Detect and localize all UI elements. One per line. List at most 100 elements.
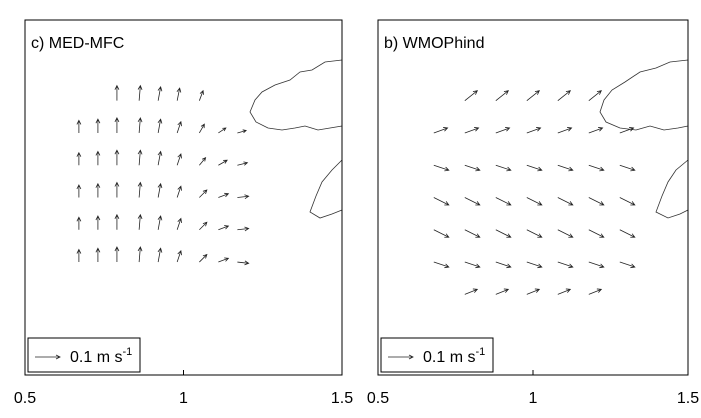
velocity-arrow — [495, 229, 512, 238]
velocity-arrow — [95, 182, 101, 198]
velocity-arrow — [95, 247, 101, 263]
velocity-arrow — [557, 261, 574, 269]
velocity-arrow — [114, 213, 120, 230]
velocity-arrow — [464, 90, 478, 101]
velocity-arrow — [114, 84, 120, 101]
velocity-arrow — [114, 117, 120, 133]
coastline — [249, 59, 343, 131]
velocity-arrow — [176, 185, 182, 198]
key-label-sup: -1 — [475, 346, 485, 358]
velocity-arrow — [433, 261, 450, 269]
velocity-arrow — [95, 118, 101, 133]
velocity-arrow — [464, 261, 481, 269]
velocity-arrow — [137, 117, 143, 133]
velocity-arrow — [557, 164, 574, 172]
coastline — [309, 159, 343, 219]
velocity-arrow — [588, 197, 605, 206]
coastline — [599, 59, 689, 131]
velocity-arrow — [157, 182, 163, 198]
velocity-arrow — [433, 127, 449, 134]
velocity-arrow — [114, 246, 120, 263]
velocity-arrow — [76, 119, 82, 133]
x-tick-label: 1.5 — [331, 390, 353, 407]
velocity-arrow — [495, 197, 512, 206]
key-arrow — [388, 354, 414, 360]
velocity-arrow — [619, 164, 636, 172]
velocity-arrow — [114, 149, 120, 166]
velocity-arrow — [464, 229, 481, 238]
key-arrow — [35, 354, 61, 360]
velocity-arrow — [237, 194, 250, 199]
panel: b) WMOPhind 0.5 1 1.5 0.1 m s-1 — [367, 19, 699, 407]
velocity-arrow — [464, 127, 480, 134]
panel: c) MED-MFC 0.5 1 1.5 0.1 m s-1 — [14, 19, 353, 407]
x-tick-label: 0.5 — [367, 390, 389, 407]
velocity-arrow — [157, 118, 163, 134]
velocity-arrow — [237, 129, 247, 134]
velocity-arrow — [588, 261, 605, 269]
velocity-arrow — [218, 159, 228, 166]
velocity-arrow — [557, 90, 571, 101]
x-tick-label: 1 — [529, 390, 538, 407]
velocity-arrow — [198, 89, 204, 101]
velocity-arrow — [76, 216, 82, 230]
key-label-sup: -1 — [122, 346, 132, 358]
velocity-arrow — [495, 127, 511, 134]
velocity-arrow — [199, 123, 205, 134]
velocity-arrow — [176, 153, 182, 166]
velocity-arrow — [464, 288, 479, 295]
velocity-arrow — [137, 181, 143, 198]
velocity-arrow — [176, 217, 182, 230]
velocity-arrow — [137, 246, 143, 263]
velocity-arrow — [95, 215, 101, 230]
velocity-arrow — [495, 288, 510, 295]
x-tick-label: 1.5 — [677, 390, 699, 407]
velocity-arrow — [588, 127, 604, 134]
velocity-arrow — [176, 120, 182, 134]
velocity-arrow — [588, 90, 602, 101]
velocity-arrow — [76, 151, 82, 166]
panel-title: c) MED-MFC — [31, 35, 124, 52]
velocity-arrow — [76, 184, 82, 198]
velocity-arrow — [137, 84, 143, 101]
velocity-arrow — [199, 157, 207, 166]
panel-frame — [377, 19, 689, 376]
coastline — [655, 159, 689, 219]
velocity-arrow — [495, 164, 512, 172]
panel-title: b) WMOPhind — [384, 35, 484, 52]
key-box — [380, 337, 494, 373]
velocity-arrow — [526, 197, 543, 206]
velocity-arrow — [176, 249, 182, 263]
velocity-arrow — [619, 127, 635, 134]
velocity-arrow — [199, 221, 208, 231]
velocity-arrow — [176, 87, 182, 101]
panel-frame — [24, 19, 343, 376]
velocity-arrow — [157, 247, 163, 263]
velocity-arrow — [218, 225, 230, 231]
velocity-arrow — [495, 90, 509, 101]
key-label-text: 0.1 m s — [70, 349, 122, 366]
velocity-arrow — [76, 248, 82, 263]
velocity-arrow — [237, 161, 249, 166]
velocity-arrow — [557, 127, 573, 134]
velocity-arrow — [218, 257, 230, 263]
velocity-arrow — [157, 150, 163, 166]
velocity-arrow — [433, 164, 450, 172]
velocity-arrow — [619, 197, 636, 206]
velocity-arrow — [495, 261, 512, 269]
velocity-arrow — [237, 260, 250, 266]
velocity-arrow — [433, 197, 450, 206]
velocity-arrow — [526, 261, 543, 269]
velocity-arrow — [199, 253, 208, 263]
velocity-arrow — [619, 261, 636, 269]
velocity-arrow — [557, 288, 572, 295]
velocity-arrow — [95, 150, 101, 166]
velocity-arrow — [137, 213, 143, 230]
velocity-arrow — [557, 197, 574, 206]
velocity-arrow — [526, 164, 543, 172]
velocity-arrow — [588, 164, 605, 172]
velocity-arrow — [218, 192, 230, 198]
velocity-arrow — [526, 127, 542, 134]
